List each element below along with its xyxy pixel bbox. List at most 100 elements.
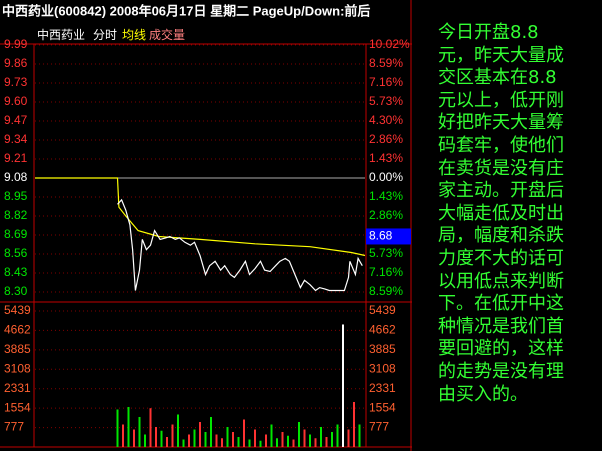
y2-tick-label: 0.00% [369, 170, 403, 184]
chart-title: 中西药业 [37, 27, 85, 42]
frame [0, 0, 412, 451]
volume-bar [270, 424, 273, 447]
y-tick-label: 8.69 [4, 227, 28, 241]
commentary-line: 由买入的。 [438, 383, 528, 405]
y-tick-label: 9.86 [4, 56, 28, 70]
y-tick-label: 9.08 [4, 170, 28, 184]
price-line [35, 177, 366, 257]
y2-tick-label: 1.43% [369, 151, 403, 165]
volume-bar [276, 438, 278, 447]
commentary-line: 以用低点来判断 [438, 270, 564, 292]
volume-bar [199, 421, 201, 447]
volume-bar [166, 436, 168, 447]
commentary-line: 力度不大的话可 [438, 247, 564, 269]
y2-tick-label: 3108 [369, 361, 396, 375]
volume-bar [177, 414, 179, 447]
commentary-line: 种情况是我们首 [438, 315, 564, 337]
y2-tick-label: 1.43% [369, 189, 403, 203]
header-title: 中西药业(600842) 2008年06月17日 星期二 PageUp/Down… [2, 3, 370, 18]
y2-tick-label: 10.02% [369, 37, 410, 51]
volume-bar [243, 419, 245, 447]
commentary-line: 要回避的，这样 [438, 338, 564, 360]
header-bar [0, 0, 412, 22]
commentary-line: 元以上，低开刚 [438, 89, 564, 111]
y-tick-label: 3108 [4, 361, 31, 375]
y2-tick-label: 2331 [369, 381, 396, 395]
volume-bar [325, 436, 328, 447]
price-marker-label: 8.68 [369, 229, 393, 243]
volume-bar [237, 436, 240, 447]
volume-title: 成交量 [149, 27, 185, 42]
volume-bar [188, 434, 190, 447]
volume-bar [303, 429, 306, 447]
y-tick-label: 9.47 [4, 113, 28, 127]
y2-tick-label: 1554 [369, 400, 396, 414]
price-marker-box [366, 228, 411, 245]
volume-bar [221, 438, 223, 447]
volume-bar [160, 430, 163, 447]
volume-bar [320, 426, 322, 447]
y-tick-label: 9.21 [4, 151, 28, 165]
y-tick-label: 8.30 [4, 284, 28, 298]
y2-tick-label: 2.86% [369, 132, 403, 146]
volume-bar [353, 401, 355, 447]
y-tick-label: 3885 [4, 342, 31, 356]
commentary-line: 家主动。开盘后 [438, 180, 564, 202]
volume-bar [155, 426, 157, 447]
y2-tick-label: 4.30% [369, 113, 403, 127]
volume-bar [287, 435, 289, 447]
volume-bar [122, 424, 124, 447]
legend-entry: 均线 [122, 28, 146, 42]
y2-tick-label: 777 [369, 420, 389, 434]
volume-bar [215, 434, 218, 447]
y-tick-label: 8.43 [4, 265, 28, 279]
y-tick-label: 8.95 [4, 189, 28, 203]
volume-bar [204, 431, 207, 447]
volume-bar [314, 438, 317, 447]
commentary-line: 局，幅度和杀跌 [438, 225, 564, 247]
y2-tick-label: 5.73% [369, 246, 403, 260]
y-tick-label: 777 [4, 420, 24, 434]
volume-bar [149, 408, 152, 447]
y-tick-label: 5439 [4, 303, 31, 317]
volume-bar [298, 421, 300, 447]
y2-tick-label: 7.16% [369, 75, 403, 89]
volume-bar [171, 424, 174, 447]
commentary-line: 下。在低开中这 [438, 293, 564, 315]
legend-entry: 分时 [93, 28, 117, 42]
y-tick-label: 9.60 [4, 94, 28, 108]
volume-bar [182, 439, 185, 447]
commentary-line: 的走势是没有理 [438, 360, 564, 382]
volume-bar [342, 324, 344, 447]
volume-bar [331, 431, 333, 447]
y2-tick-label: 3885 [369, 342, 396, 356]
y2-tick-label: 5439 [369, 303, 396, 317]
volume-bar [248, 439, 251, 447]
volume-bar [232, 431, 234, 447]
commentary-line: 交区基本在8.8 [438, 67, 557, 89]
volume-bar [281, 431, 284, 447]
y-tick-label: 9.99 [4, 37, 28, 51]
volume-bar [309, 434, 311, 447]
commentary-line: 码套牢，使他们 [438, 134, 564, 156]
y2-tick-label: 4662 [369, 323, 396, 337]
volume-bar [259, 440, 262, 447]
volume-bar [133, 429, 135, 447]
commentary-line: 在卖货是没有庄 [438, 157, 564, 179]
y-tick-label: 8.82 [4, 208, 28, 222]
price-line [117, 198, 363, 292]
chart: 中西药业(600842) 2008年06月17日 星期二 PageUp/Down… [0, 0, 412, 451]
y-tick-label: 1554 [4, 400, 31, 414]
volume-bar [210, 416, 212, 447]
commentary-line: 大幅走低及时出 [438, 202, 564, 224]
volume-bar [336, 424, 339, 447]
commentary: 今日开盘8.8 元，昨天大量成 交区基本在8.8 元以上，低开刚 好把昨天大量筹 码套牢，… [438, 22, 602, 406]
volume-bar [292, 439, 295, 447]
volume-bar [265, 434, 267, 447]
volume-bar [347, 429, 350, 447]
y2-tick-label: 7.16% [369, 265, 403, 279]
commentary-line: 元，昨天大量成 [438, 44, 564, 66]
y-tick-label: 4662 [4, 323, 31, 337]
y-tick-label: 2331 [4, 381, 31, 395]
